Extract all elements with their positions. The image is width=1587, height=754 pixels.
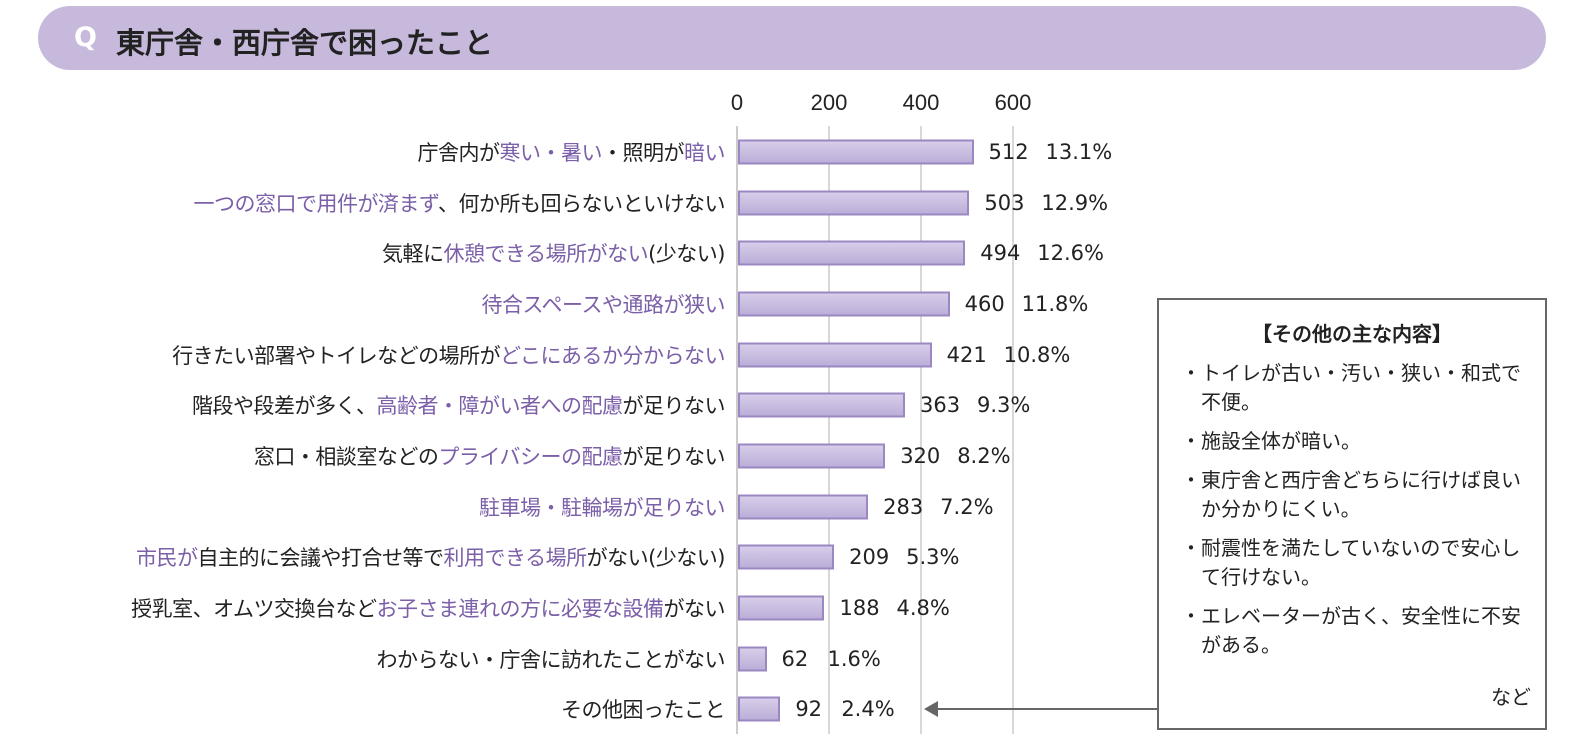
bar — [738, 139, 974, 165]
arrow-line — [930, 708, 1157, 710]
percent-label: 5.3% — [906, 545, 960, 570]
label-text: 、何か所も回らないといけない — [438, 191, 726, 216]
label-text: ・照明が — [602, 141, 685, 165]
value-label: 363 — [919, 393, 961, 418]
y-axis-line — [736, 126, 738, 734]
arrow-head-icon — [924, 701, 938, 717]
label-text: がない — [663, 596, 726, 621]
label-text: が足りない — [622, 394, 726, 419]
other-details-box: 【その他の主な内容】 トイレが古い・汚い・狭い・和式で不便。施設全体が暗い。東庁… — [1157, 298, 1547, 730]
highlighted-text: 一つの窓口で用件が済まず — [193, 191, 438, 216]
label-text: (少ない) — [648, 242, 725, 267]
gridline — [920, 126, 922, 734]
percent-label: 7.2% — [940, 494, 994, 519]
callout-item: エレベーターが古く、安全性に不安がある。 — [1181, 602, 1529, 660]
category-label: 待合スペースや通路が狭い — [481, 289, 726, 319]
bar — [738, 443, 886, 469]
label-text: 授乳室、オムツ交換台など — [131, 596, 377, 621]
percent-label: 10.8% — [1003, 342, 1071, 367]
bar — [738, 190, 970, 216]
highlighted-text: 高齢者・障がい者への配慮 — [376, 394, 624, 419]
value-label: 421 — [946, 342, 987, 367]
highlighted-text: 寒い・暑い — [499, 141, 603, 165]
category-label: わからない・庁舎に訪れたことがない — [377, 644, 726, 674]
label-text: がない(少ない) — [586, 546, 726, 571]
page-title: 東庁舎・西庁舎で困ったこと — [116, 26, 494, 60]
x-tick-label: 200 — [810, 90, 848, 115]
bar — [738, 544, 835, 570]
category-label: 一つの窓口で用件が済まず、何か所も回らないといけない — [193, 188, 725, 218]
label-text: わからない・庁舎に訪れたことがない — [376, 647, 726, 672]
callout-item: 耐震性を満たしていないので安心して行けない。 — [1181, 534, 1529, 592]
x-tick-label: 0 — [730, 90, 744, 115]
percent-label: 8.2% — [957, 443, 1011, 468]
category-label: 駐車場・駐輪場が足りない — [479, 492, 726, 522]
value-label: 512 — [988, 140, 1029, 164]
callout-item: 施設全体が暗い。 — [1181, 427, 1529, 456]
category-label: 授乳室、オムツ交換台などお子さま連れの方に必要な設備がない — [131, 593, 725, 623]
category-label: 気軽に休憩できる場所がない(少ない) — [382, 238, 725, 268]
value-label: 283 — [883, 494, 924, 519]
value-label: 320 — [900, 443, 941, 468]
highlighted-text: 利用できる場所 — [443, 546, 588, 571]
callout-item: トイレが古い・汚い・狭い・和式で不便。 — [1181, 359, 1529, 417]
category-label: 行きたい部署やトイレなどの場所がどこにあるか分からない — [172, 340, 725, 370]
bar — [738, 392, 905, 418]
label-text: 自主的に会議や打合せ等で — [197, 546, 445, 571]
gridline — [1012, 126, 1014, 734]
highlighted-text: 市民が — [136, 546, 198, 571]
percent-label: 11.8% — [1021, 291, 1089, 316]
highlighted-text: どこにあるか分からない — [500, 343, 725, 368]
value-label: 188 — [839, 595, 880, 620]
question-marker: Q — [74, 22, 97, 53]
callout-title: 【その他の主な内容】 — [1252, 322, 1452, 346]
x-tick-label: 400 — [902, 90, 940, 115]
highlighted-text: 駐車場・駐輪場が足りない — [479, 495, 726, 520]
callout-list: トイレが古い・汚い・狭い・和式で不便。施設全体が暗い。東庁舎と西庁舎どちらに行け… — [1159, 359, 1545, 660]
label-text: が足りない — [622, 444, 726, 469]
label-text: 気軽に — [382, 242, 444, 267]
category-label: その他困ったこと — [561, 694, 726, 724]
highlighted-text: 待合スペースや通路が狭い — [481, 292, 726, 317]
bar — [738, 595, 825, 621]
bar — [738, 240, 966, 266]
label-text: その他困ったこと — [561, 698, 726, 723]
bar — [738, 646, 767, 671]
category-label: 庁舎内が寒い・暑い・照明が暗い — [418, 137, 726, 167]
label-text: 庁舎内が — [417, 141, 501, 165]
percent-label: 2.4% — [841, 697, 895, 722]
bar — [738, 291, 950, 317]
label-text: 階段や段差が多く、 — [192, 394, 377, 419]
bar — [738, 342, 932, 368]
percent-label: 9.3% — [976, 393, 1031, 418]
category-label: 階段や段差が多く、高齢者・障がい者への配慮が足りない — [192, 390, 725, 420]
highlighted-text: 休憩できる場所がない — [443, 242, 649, 267]
percent-label: 12.6% — [1037, 241, 1104, 266]
highlighted-text: お子さま連れの方に必要な設備 — [376, 596, 665, 621]
value-label: 494 — [980, 241, 1021, 266]
question-header: Q 東庁舎・西庁舎で困ったこと — [38, 6, 1546, 70]
percent-label: 12.9% — [1041, 190, 1109, 215]
label-text: 窓口・相談室などの — [253, 444, 439, 469]
highlighted-text: 暗い — [684, 141, 726, 165]
value-label: 62 — [781, 646, 809, 671]
percent-label: 1.6% — [827, 646, 881, 671]
value-label: 503 — [984, 190, 1025, 215]
bar — [738, 696, 781, 722]
value-label: 209 — [849, 545, 890, 570]
gridline — [828, 126, 830, 734]
category-label: 市民が自主的に会議や打合せ等で利用できる場所がない(少ない) — [136, 542, 725, 572]
percent-label: 4.8% — [896, 595, 950, 620]
value-label: 92 — [795, 697, 823, 722]
callout-item: 東庁舎と西庁舎どちらに行けば良いか分かりにくい。 — [1181, 466, 1529, 524]
x-tick-label: 600 — [994, 90, 1032, 115]
bar — [738, 494, 869, 520]
callout-etc: など — [1491, 685, 1531, 709]
highlighted-text: プライバシーの配慮 — [438, 444, 623, 469]
percent-label: 13.1% — [1045, 140, 1113, 164]
value-label: 460 — [964, 291, 1005, 316]
category-label: 窓口・相談室などのプライバシーの配慮が足りない — [253, 441, 726, 471]
label-text: 行きたい部署やトイレなどの場所が — [172, 343, 501, 368]
